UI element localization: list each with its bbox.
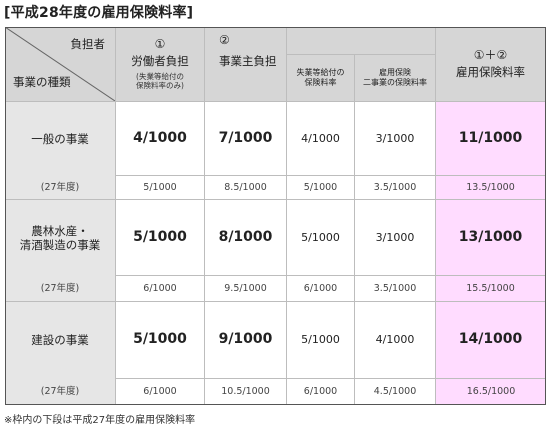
total-rate: 14/1000 bbox=[458, 331, 523, 348]
employer-two-subheader: 雇用保険 二事業の保険料率 bbox=[355, 55, 436, 102]
prev-worker-cell: 5/1000 bbox=[116, 176, 205, 200]
prev-total-rate: 15.5/1000 bbox=[466, 282, 515, 294]
col1-label: 労働者負担 bbox=[131, 54, 189, 69]
employer-two-rate: 4/1000 bbox=[375, 333, 415, 347]
employer-unemp-rate: 5/1000 bbox=[301, 230, 340, 244]
employer-unemp-rate-cell: 4/1000 bbox=[287, 102, 355, 176]
row-label-construction: 建設の事業 bbox=[5, 302, 116, 379]
prev-year-label: (27年度) bbox=[40, 386, 80, 398]
employer-rate-cell: 9/1000 bbox=[205, 302, 287, 379]
prev-employer-unemp-cell: 5/1000 bbox=[287, 176, 355, 200]
employer-two-rate: 3/1000 bbox=[375, 230, 415, 244]
prev-employer-unemp-cell: 6/1000 bbox=[287, 276, 355, 302]
employer-unemp-subheader: 失業等給付の 保険料率 bbox=[287, 55, 355, 102]
prev-employer-rate: 9.5/1000 bbox=[224, 282, 267, 294]
employer-two-rate-cell: 3/1000 bbox=[355, 200, 436, 276]
total-rate-cell: 11/1000 bbox=[436, 102, 546, 176]
worker-rate: 5/1000 bbox=[133, 228, 187, 245]
footnote: ※枠内の下段は平成27年度の雇用保険料率 bbox=[4, 415, 196, 426]
employer-unemp-rate-cell: 5/1000 bbox=[287, 302, 355, 379]
prev-total-cell: 16.5/1000 bbox=[436, 379, 546, 405]
employer-two-rate-cell: 3/1000 bbox=[355, 102, 436, 176]
prev-worker-rate: 5/1000 bbox=[143, 181, 177, 193]
prev-year-label-cell: (27年度) bbox=[5, 379, 116, 405]
prev-year-label-cell: (27年度) bbox=[5, 276, 116, 302]
prev-total-cell: 15.5/1000 bbox=[436, 276, 546, 302]
prev-employer-two-cell: 3.5/1000 bbox=[355, 276, 436, 302]
employer-unemp-rate: 4/1000 bbox=[301, 131, 340, 145]
business-name: 農林水産・ 清酒製造の事業 bbox=[19, 223, 101, 252]
prev-employer-two-cell: 3.5/1000 bbox=[355, 176, 436, 200]
prev-employer-rate: 10.5/1000 bbox=[221, 386, 270, 398]
worker-rate-cell: 4/1000 bbox=[116, 102, 205, 176]
col1-note: (失業等給付の 保険料率のみ) bbox=[136, 71, 184, 91]
employer-rate: 9/1000 bbox=[218, 331, 273, 348]
prev-employer-cell: 9.5/1000 bbox=[205, 276, 287, 302]
employer-top-spacer bbox=[287, 27, 436, 55]
employer-rate-cell: 8/1000 bbox=[205, 200, 287, 276]
prev-employer-unemp-rate: 5/1000 bbox=[303, 181, 338, 193]
prev-total-rate: 16.5/1000 bbox=[466, 386, 516, 398]
corner-header-cell: 負担者 事業の種類 bbox=[5, 27, 116, 102]
diagonal-line bbox=[5, 27, 115, 101]
employer-rate: 7/1000 bbox=[218, 129, 273, 146]
col2a-label: 失業等給付の 保険料率 bbox=[296, 68, 345, 87]
table-title: [平成28年度の雇用保険料率] bbox=[4, 5, 194, 21]
employer-rate-cell: 7/1000 bbox=[205, 102, 287, 176]
prev-worker-rate: 6/1000 bbox=[143, 282, 177, 294]
prev-employer-unemp-rate: 6/1000 bbox=[303, 386, 338, 398]
col2b-label: 雇用保険 二事業の保険料率 bbox=[363, 68, 427, 87]
total-header-cell: ①＋② 雇用保険料率 bbox=[436, 27, 546, 102]
worker-rate-cell: 5/1000 bbox=[116, 200, 205, 276]
prev-employer-unemp-cell: 6/1000 bbox=[287, 379, 355, 405]
total-rate-cell: 14/1000 bbox=[436, 302, 546, 379]
prev-employer-rate: 8.5/1000 bbox=[224, 181, 267, 193]
row-label-general: 一般の事業 bbox=[5, 102, 116, 176]
employer-unemp-rate-cell: 5/1000 bbox=[287, 200, 355, 276]
prev-employer-cell: 8.5/1000 bbox=[205, 176, 287, 200]
prev-employer-two-cell: 4.5/1000 bbox=[355, 379, 436, 405]
business-type-label: 事業の種類 bbox=[13, 75, 71, 89]
employer-unemp-rate: 5/1000 bbox=[301, 333, 340, 347]
employer-two-rate-cell: 4/1000 bbox=[355, 302, 436, 379]
prev-total-rate: 13.5/1000 bbox=[466, 181, 515, 193]
prev-total-cell: 13.5/1000 bbox=[436, 176, 546, 200]
row-label-agriculture: 農林水産・ 清酒製造の事業 bbox=[5, 200, 116, 276]
prev-year-label: (27年度) bbox=[40, 181, 80, 193]
worker-rate-cell: 5/1000 bbox=[116, 302, 205, 379]
col1-number: ① bbox=[154, 37, 166, 52]
col2-number: ② bbox=[219, 33, 230, 47]
business-name: 一般の事業 bbox=[31, 131, 89, 146]
prev-year-label: (27年度) bbox=[40, 282, 80, 294]
payer-label: 負担者 bbox=[70, 37, 106, 51]
prev-employer-two-rate: 3.5/1000 bbox=[373, 282, 417, 294]
total-rate: 13/1000 bbox=[458, 228, 523, 245]
employer-two-rate: 3/1000 bbox=[375, 131, 415, 145]
employer-main-subheader: ② 事業主負担 bbox=[205, 27, 287, 102]
col2-label: 事業主負担 bbox=[219, 54, 277, 68]
worker-header-cell: ① 労働者負担 (失業等給付の 保険料率のみ) bbox=[116, 27, 205, 102]
prev-worker-cell: 6/1000 bbox=[116, 379, 205, 405]
employer-rate: 8/1000 bbox=[218, 228, 273, 245]
prev-worker-rate: 6/1000 bbox=[143, 386, 177, 398]
total-rate: 11/1000 bbox=[458, 129, 523, 146]
prev-employer-unemp-rate: 6/1000 bbox=[303, 282, 338, 294]
col3-label: 雇用保険料率 bbox=[456, 65, 525, 80]
prev-employer-cell: 10.5/1000 bbox=[205, 379, 287, 405]
worker-rate: 5/1000 bbox=[133, 331, 187, 348]
business-name: 建設の事業 bbox=[31, 333, 89, 348]
prev-year-label-cell: (27年度) bbox=[5, 176, 116, 200]
total-rate-cell: 13/1000 bbox=[436, 200, 546, 276]
prev-worker-cell: 6/1000 bbox=[116, 276, 205, 302]
prev-employer-two-rate: 4.5/1000 bbox=[373, 386, 417, 398]
insurance-rate-table: 負担者 事業の種類 ① 労働者負担 (失業等給付の 保険料率のみ) ② 事業主負… bbox=[5, 27, 546, 405]
prev-employer-two-rate: 3.5/1000 bbox=[373, 181, 417, 193]
worker-rate: 4/1000 bbox=[133, 129, 187, 146]
col3-number: ①＋② bbox=[473, 48, 508, 63]
